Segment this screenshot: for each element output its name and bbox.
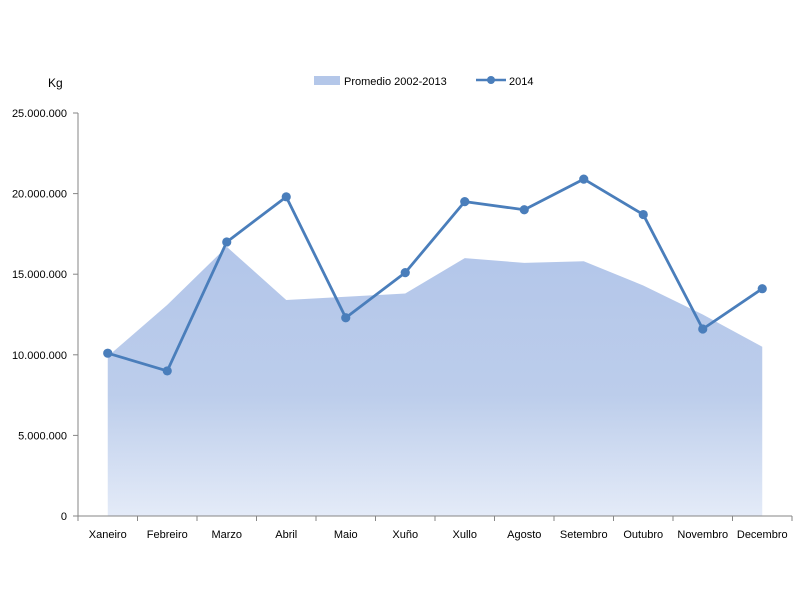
x-tick-label: Novembro [677,529,728,541]
axes: 0 5.000.000 10.000.000 15.000.000 20.000.000… [12,108,793,541]
y-tick-label: 20.000.000 [12,189,67,201]
point-2014 [698,324,708,334]
point-2014 [103,348,113,358]
x-tick-label: Outubro [623,529,663,541]
y-tick-label: 25.000.000 [12,108,67,120]
point-2014 [757,284,767,294]
point-2014 [460,197,470,207]
x-tick-label: Agosto [507,529,541,541]
plot-area [103,174,767,516]
point-2014 [281,192,291,202]
point-2014 [579,174,589,184]
y-tick-label: 0 [61,511,67,523]
y-tick-label: 15.000.000 [12,269,67,281]
point-2014 [162,366,172,376]
x-tick-label: Xuño [392,529,418,541]
legend-swatch-area [314,76,340,85]
legend-swatch-marker [487,76,495,84]
y-tick-label: 10.000.000 [12,350,67,362]
x-tick-label: Xullo [453,529,477,541]
y-axis-title: Kg [48,76,63,90]
legend-label-line: 2014 [509,76,533,88]
point-2014 [638,209,648,220]
y-tick-label: 5.000.000 [18,430,67,442]
line-series-2014 [107,177,764,373]
legend: Promedio 2002-2013 2014 [314,76,533,88]
point-2014 [222,237,232,247]
legend-label-area: Promedio 2002-2013 [344,76,447,88]
x-tick-label: Abril [275,529,297,541]
area-series-promedio [107,246,763,516]
point-2014 [400,267,410,278]
point-2014 [519,205,529,215]
x-tick-label: Xaneiro [89,529,127,541]
x-tick-label: Setembro [560,529,608,541]
x-tick-label: Marzo [211,529,242,541]
point-2014 [341,313,351,323]
x-tick-label: Maio [334,529,358,541]
x-tick-label: Decembro [737,529,788,541]
x-tick-label: Febreiro [147,529,188,541]
